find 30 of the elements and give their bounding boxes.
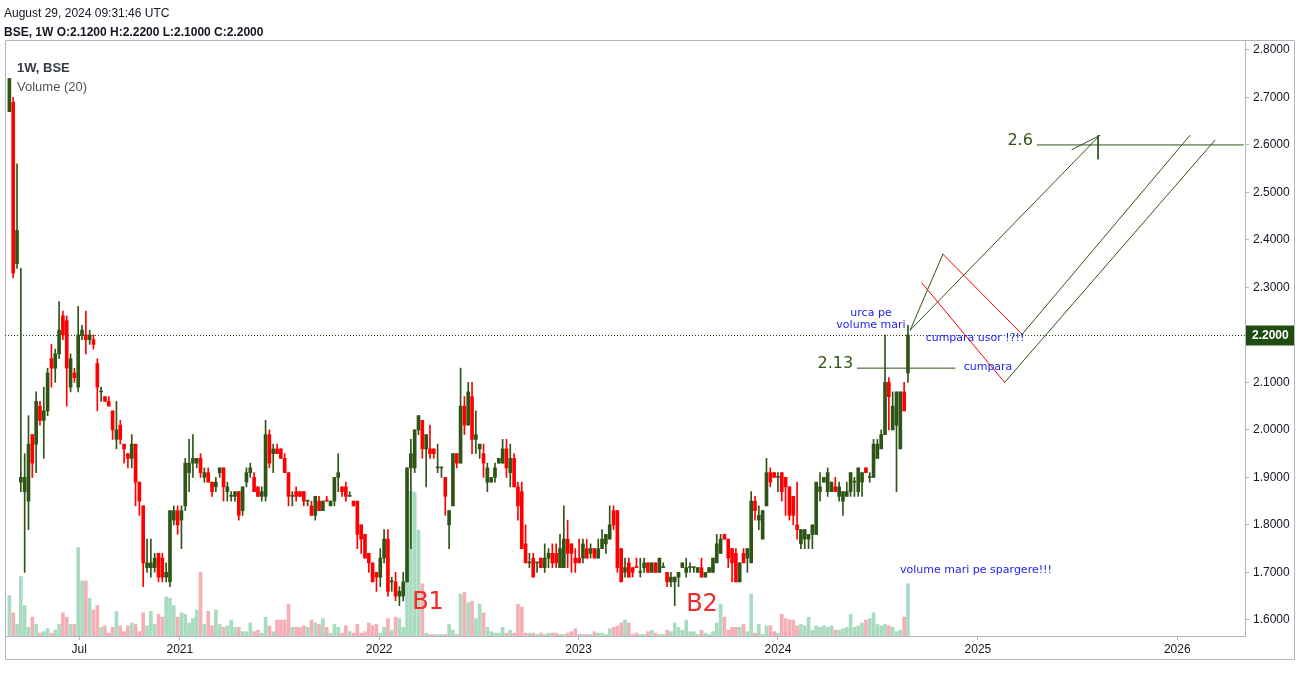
x-tick-label: 2021: [166, 641, 194, 656]
annotation: volume mari pe spargere!!!: [900, 562, 1052, 576]
y-tick-label: 2.1000: [1253, 374, 1291, 389]
x-tick-label: 2026: [1163, 641, 1191, 656]
y-tick-label: 1.7000: [1253, 564, 1291, 579]
y-tick-label: 1.9000: [1253, 469, 1291, 484]
y-tick-label: 2.3000: [1253, 279, 1291, 294]
annotation: urca pe volume mari: [836, 305, 906, 332]
x-tick-label: 2023: [565, 641, 593, 656]
chart-subtitle: BSE, 1W O:2.1200 H:2.2200 L:2.1000 C:2.2000: [4, 25, 264, 40]
text: August 29, 2024 09:31:46 UTC: [4, 6, 170, 21]
y-tick-label: 2.8000: [1253, 42, 1291, 57]
series-label: 2.13: [817, 353, 854, 373]
chart-title: Volume (20): [17, 79, 88, 95]
ref-line-label: 2.2000: [1252, 327, 1290, 342]
annotation: B1: [412, 587, 444, 616]
y-tick-label: 2.7000: [1253, 89, 1291, 104]
y-tick-label: 1.6000: [1253, 612, 1291, 627]
y-tick-label: 2.4000: [1253, 232, 1291, 247]
x-tick-label: 2024: [764, 641, 792, 656]
y-tick-label: 2.6000: [1253, 137, 1291, 152]
annotation: B2: [686, 589, 718, 618]
y-tick-label: 2.0000: [1253, 422, 1291, 437]
y-tick-label: 2.5000: [1253, 184, 1291, 199]
series-label: 2.6: [1007, 130, 1033, 150]
x-tick-label: 2025: [964, 641, 992, 656]
text: 1W, BSE: [17, 60, 70, 76]
x-tick-label: 2022: [365, 641, 393, 656]
y-tick-label: 1.8000: [1253, 517, 1291, 532]
x-tick-label: Jul: [71, 641, 87, 656]
